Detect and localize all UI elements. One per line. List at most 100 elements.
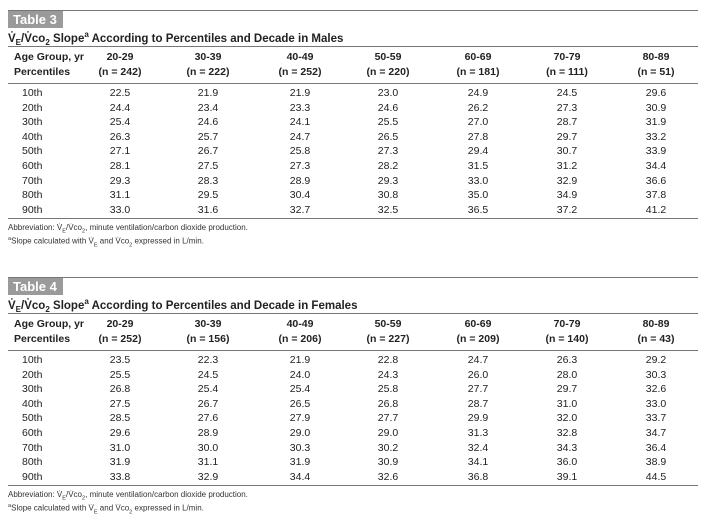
cell: 24.9 bbox=[467, 87, 489, 99]
cell: 33.2 bbox=[645, 130, 667, 143]
cell: 23.3 bbox=[289, 101, 311, 114]
cell: 28.7 bbox=[556, 116, 578, 129]
cell: 41.2 bbox=[645, 203, 667, 216]
cell: 26.8 bbox=[377, 397, 399, 410]
rule bbox=[8, 313, 698, 314]
column-header: 40-49 bbox=[286, 318, 314, 330]
text-part: expressed in L/min. bbox=[132, 236, 204, 246]
cell: 32.6 bbox=[377, 470, 399, 483]
text-part: a bbox=[84, 297, 89, 306]
cell: 27.0 bbox=[467, 116, 489, 129]
row-label: 90th bbox=[22, 470, 43, 483]
cell: 31.3 bbox=[467, 427, 489, 439]
text-part: /V̇co bbox=[66, 223, 83, 232]
text-part: Slope bbox=[49, 32, 85, 45]
footnote: Abbreviation: V̇E/V̇co2, minute ventilat… bbox=[8, 490, 248, 502]
column-header: (n = 220) bbox=[366, 66, 410, 78]
cell: 21.9 bbox=[197, 87, 219, 99]
cell: 24.5 bbox=[197, 368, 219, 381]
cell: 25.5 bbox=[109, 368, 131, 381]
cell: 32.9 bbox=[197, 470, 219, 483]
cell: 26.3 bbox=[556, 354, 578, 366]
text-part: 2 bbox=[45, 305, 50, 315]
row-label: 10th bbox=[22, 354, 43, 366]
column-header: (n = 43) bbox=[637, 333, 675, 345]
text-part: expressed in L/min. bbox=[132, 503, 204, 513]
cell: 34.4 bbox=[289, 470, 311, 483]
cell: 29.6 bbox=[109, 427, 131, 439]
column-header: 50-59 bbox=[374, 51, 402, 63]
cell: 24.4 bbox=[109, 101, 131, 114]
cell: 22.5 bbox=[109, 87, 131, 99]
cell: 27.3 bbox=[289, 160, 311, 172]
cell: 26.7 bbox=[197, 397, 219, 410]
cell: 29.7 bbox=[556, 130, 578, 143]
text-part: E bbox=[15, 305, 22, 315]
column-header: (n = 222) bbox=[186, 66, 230, 78]
column-header: (n = 209) bbox=[456, 333, 500, 345]
cell: 25.8 bbox=[377, 383, 399, 396]
column-header: 20-29 bbox=[106, 51, 134, 63]
cell: 33.9 bbox=[645, 145, 667, 158]
cell: 28.9 bbox=[197, 427, 219, 439]
cell: 33.7 bbox=[645, 412, 667, 425]
row-label: 50th bbox=[22, 412, 43, 425]
table-label: Table 4 bbox=[8, 278, 63, 295]
text-part: 2 bbox=[45, 38, 50, 48]
column-header: 60-69 bbox=[464, 51, 492, 63]
text-part: a bbox=[8, 236, 12, 242]
cell: 32.7 bbox=[289, 203, 311, 216]
text-part: V̇ bbox=[8, 32, 16, 45]
cell: 34.7 bbox=[645, 427, 667, 439]
column-header: 50-59 bbox=[374, 318, 402, 330]
rule bbox=[8, 218, 698, 219]
text-part: 2 bbox=[82, 228, 86, 235]
row-label: 20th bbox=[22, 368, 43, 381]
row-label: 30th bbox=[22, 116, 43, 129]
rule bbox=[8, 83, 698, 84]
text-part: Abbreviation: V̇ bbox=[8, 223, 63, 232]
text-part: and V̇co bbox=[97, 503, 130, 513]
cell: 21.9 bbox=[289, 87, 311, 99]
cell: 28.0 bbox=[556, 368, 578, 381]
cell: 27.5 bbox=[197, 160, 219, 172]
cell: 34.1 bbox=[467, 456, 489, 469]
row-label: 40th bbox=[22, 397, 43, 410]
text-part: a bbox=[84, 30, 89, 39]
cell: 27.1 bbox=[109, 145, 131, 158]
cell: 32.5 bbox=[377, 203, 399, 216]
column-header: (n = 206) bbox=[278, 333, 322, 345]
text-part: E bbox=[62, 495, 66, 502]
text-part: According to Percentiles and Decade in F… bbox=[88, 299, 358, 312]
cell: 23.0 bbox=[377, 87, 399, 99]
cell: 26.5 bbox=[377, 130, 399, 143]
cell: 26.8 bbox=[109, 383, 131, 396]
cell: 32.9 bbox=[556, 174, 578, 187]
cell: 25.4 bbox=[109, 116, 131, 129]
cell: 29.7 bbox=[556, 383, 578, 396]
row-label: 40th bbox=[22, 130, 43, 143]
text-part: E bbox=[93, 242, 98, 249]
cell: 24.3 bbox=[377, 368, 399, 381]
cell: 24.0 bbox=[289, 368, 311, 381]
cell: 24.5 bbox=[556, 87, 578, 99]
row-label: 80th bbox=[22, 189, 43, 202]
cell: 25.8 bbox=[289, 145, 311, 158]
cell: 37.2 bbox=[556, 203, 578, 216]
cell: 28.9 bbox=[289, 174, 311, 187]
rule bbox=[8, 10, 698, 11]
table-label: Table 3 bbox=[8, 11, 63, 28]
column-header: 30-39 bbox=[194, 318, 222, 330]
cell: 24.6 bbox=[197, 116, 219, 129]
column-header: 60-69 bbox=[464, 318, 492, 330]
cell: 44.5 bbox=[645, 470, 667, 483]
cell: 36.4 bbox=[645, 441, 667, 454]
cell: 30.3 bbox=[289, 441, 311, 454]
cell: 28.1 bbox=[109, 160, 131, 172]
cell: 26.7 bbox=[197, 145, 219, 158]
cell: 30.2 bbox=[377, 441, 399, 454]
text-part: /V̇co bbox=[66, 490, 83, 499]
cell: 23.4 bbox=[197, 101, 219, 114]
column-header: (n = 111) bbox=[546, 66, 588, 78]
cell: 39.1 bbox=[556, 470, 578, 483]
